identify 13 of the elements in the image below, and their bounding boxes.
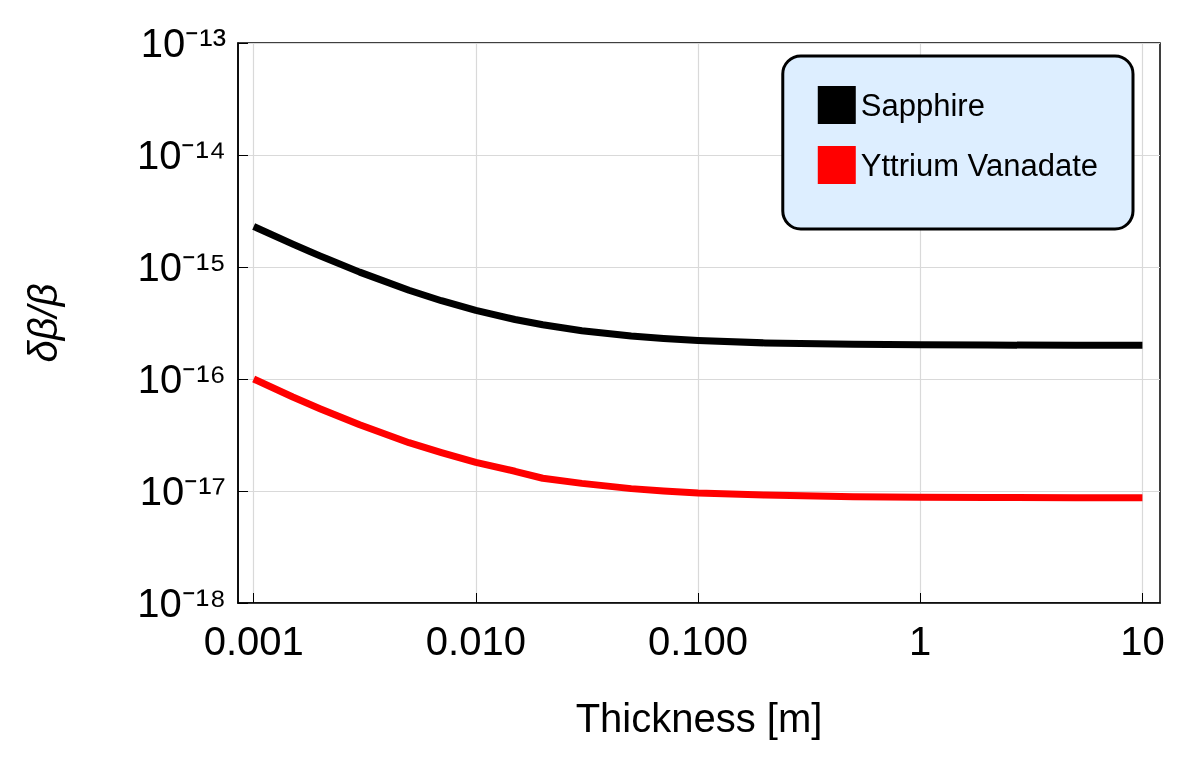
y-tick-label: 10⁻¹³ (140, 21, 226, 65)
legend-label: Sapphire (860, 87, 985, 123)
y-axis-title: δβ/β (21, 283, 65, 363)
x-tick-label: 0.100 (647, 619, 749, 663)
y-tick-label: 10⁻¹⁶ (137, 357, 226, 401)
y-tick-label: 10⁻¹⁵ (137, 245, 226, 289)
y-tick-label: 10⁻¹⁷ (139, 469, 226, 513)
x-tick-label: 1 (909, 619, 932, 663)
legend-label: Yttrium Vanadate (860, 147, 1099, 183)
x-tick-label: 10 (1120, 619, 1165, 663)
x-axis-title: Thickness [m] (575, 696, 823, 740)
x-tick-label: 0.010 (425, 619, 526, 663)
y-tick-label: 10⁻¹⁴ (137, 133, 226, 177)
